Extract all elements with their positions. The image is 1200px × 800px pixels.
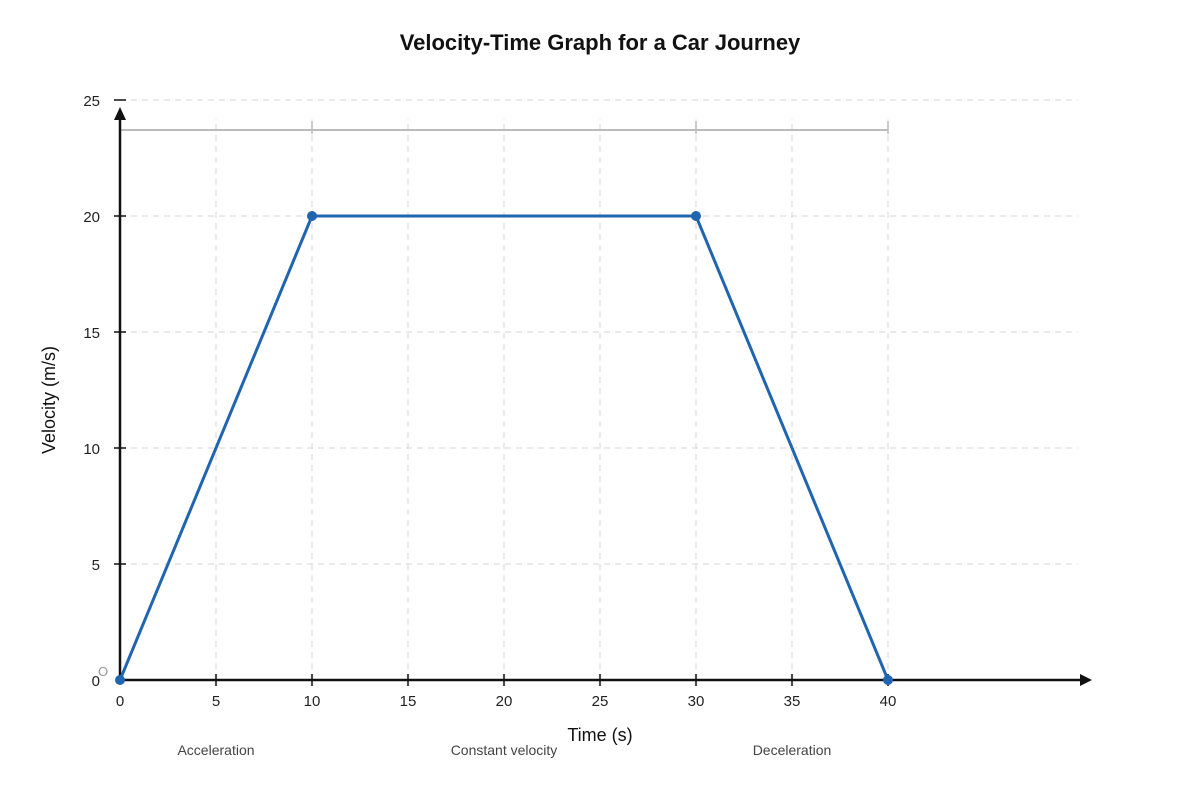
phase-labels: Acceleration Constant velocity Deceleratio… bbox=[177, 742, 831, 758]
x-tick-label-25: 25 bbox=[592, 693, 609, 710]
data-point-0 bbox=[115, 675, 125, 685]
x-tick-label-40: 40 bbox=[880, 693, 897, 710]
data-point-3 bbox=[883, 675, 893, 685]
data-point-1 bbox=[307, 211, 317, 221]
x-axis-arrow bbox=[1080, 674, 1092, 686]
x-tick-label-0: 0 bbox=[116, 693, 124, 710]
phase-label-2: Deceleration bbox=[753, 742, 832, 758]
y-tick-label-25: 25 bbox=[83, 93, 100, 110]
x-tick-label-30: 30 bbox=[688, 693, 705, 710]
x-tick-label-20: 20 bbox=[496, 693, 513, 710]
x-axis-label: Time (s) bbox=[567, 725, 632, 745]
y-axis-arrow bbox=[114, 107, 126, 120]
x-tick-label-15: 15 bbox=[400, 693, 417, 710]
y-tick-label-5: 5 bbox=[92, 557, 100, 574]
data-point-2 bbox=[691, 211, 701, 221]
grid-lines bbox=[120, 99, 1078, 680]
series-group bbox=[115, 211, 893, 685]
phase-label-0: Acceleration bbox=[177, 742, 254, 758]
x-tick-label-10: 10 bbox=[304, 693, 321, 710]
chart-title: Velocity-Time Graph for a Car Journey bbox=[400, 30, 801, 55]
phase-label-1: Constant velocity bbox=[451, 742, 558, 758]
y-axis-label: Velocity (m/s) bbox=[39, 346, 59, 454]
y-tick-label-10: 10 bbox=[83, 441, 100, 458]
y-tick-label-0: 0 bbox=[92, 673, 100, 690]
origin-label: O bbox=[98, 664, 108, 679]
x-tick-label-35: 35 bbox=[784, 693, 801, 710]
axes bbox=[114, 107, 1092, 686]
y-tick-label-20: 20 bbox=[83, 209, 100, 226]
x-tick-label-5: 5 bbox=[212, 693, 220, 710]
series-line-0 bbox=[118, 214, 890, 681]
tick-marks: 0 5 10 15 20 25 30 35 40 0 5 10 15 20 25 bbox=[83, 93, 896, 710]
y-tick-label-15: 15 bbox=[83, 325, 100, 342]
